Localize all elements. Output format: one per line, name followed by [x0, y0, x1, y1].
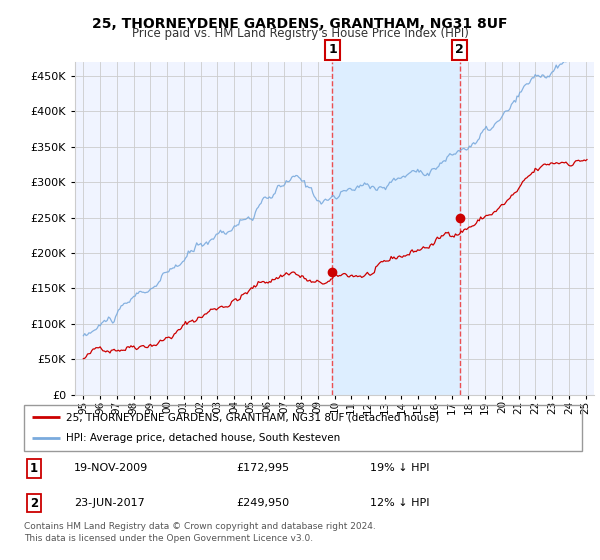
Text: 25, THORNEYDENE GARDENS, GRANTHAM, NG31 8UF: 25, THORNEYDENE GARDENS, GRANTHAM, NG31 …	[92, 17, 508, 31]
Text: £249,950: £249,950	[236, 498, 289, 508]
Text: 19-NOV-2009: 19-NOV-2009	[74, 464, 148, 473]
Text: 19% ↓ HPI: 19% ↓ HPI	[370, 464, 430, 473]
Text: 25, THORNEYDENE GARDENS, GRANTHAM, NG31 8UF (detached house): 25, THORNEYDENE GARDENS, GRANTHAM, NG31 …	[66, 412, 439, 422]
Text: 23-JUN-2017: 23-JUN-2017	[74, 498, 145, 508]
Text: 1: 1	[328, 43, 337, 56]
Text: 2: 2	[455, 43, 464, 56]
Text: Contains HM Land Registry data © Crown copyright and database right 2024.
This d: Contains HM Land Registry data © Crown c…	[24, 522, 376, 543]
Bar	[332, 62, 460, 395]
Text: 12% ↓ HPI: 12% ↓ HPI	[370, 498, 430, 508]
Text: Price paid vs. HM Land Registry's House Price Index (HPI): Price paid vs. HM Land Registry's House …	[131, 27, 469, 40]
Text: 1: 1	[30, 462, 38, 475]
Text: 2: 2	[30, 497, 38, 510]
Text: £172,995: £172,995	[236, 464, 289, 473]
Text: HPI: Average price, detached house, South Kesteven: HPI: Average price, detached house, Sout…	[66, 433, 340, 444]
